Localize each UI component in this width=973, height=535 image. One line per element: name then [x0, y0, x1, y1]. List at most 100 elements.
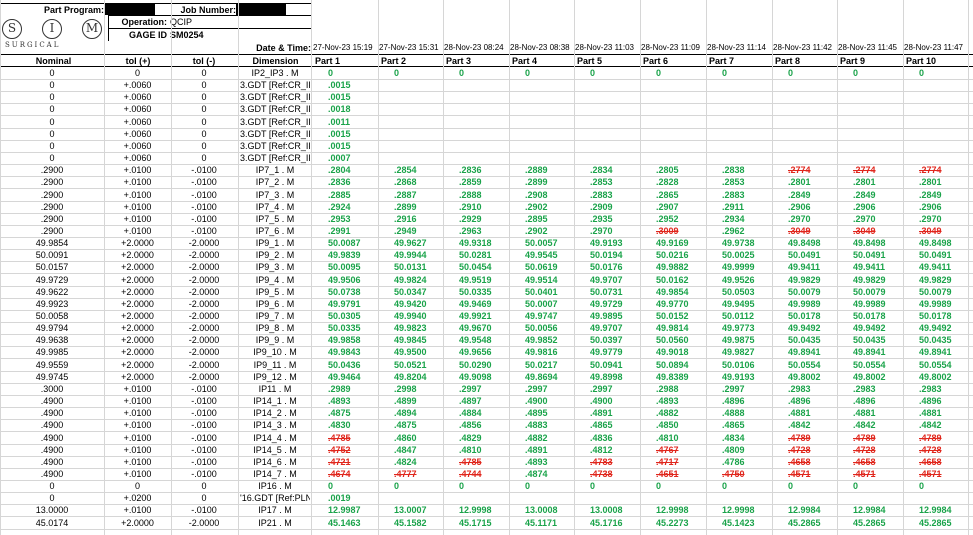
- measurement-cell[interactable]: .4674: [328, 469, 351, 479]
- measurement-cell[interactable]: .2988: [656, 384, 679, 394]
- measurement-cell[interactable]: 49.8941: [788, 347, 821, 357]
- nominal-cell[interactable]: 0: [49, 92, 55, 102]
- nominal-cell[interactable]: .3000: [40, 384, 64, 394]
- measurement-cell[interactable]: 50.0435: [919, 335, 952, 345]
- part-header[interactable]: Part 6: [643, 56, 669, 66]
- measurement-cell[interactable]: 49.9829: [788, 275, 821, 285]
- measurement-cell[interactable]: .2801: [919, 177, 942, 187]
- measurement-cell[interactable]: 49.9506: [328, 275, 361, 285]
- measurement-cell[interactable]: .4884: [459, 408, 482, 418]
- nominal-cell[interactable]: .2900: [40, 226, 64, 236]
- measurement-cell[interactable]: 50.0738: [328, 287, 361, 297]
- nominal-cell[interactable]: .2900: [40, 214, 64, 224]
- tol-minus-cell[interactable]: 0: [201, 104, 207, 114]
- measurement-cell[interactable]: 49.9852: [525, 335, 558, 345]
- measurement-cell[interactable]: .2970: [919, 214, 942, 224]
- tol-plus-cell[interactable]: +.0060: [123, 117, 152, 127]
- tol-plus-cell[interactable]: +.0060: [123, 141, 152, 151]
- tol-plus-cell[interactable]: +.0100: [123, 202, 152, 212]
- dimension-cell[interactable]: IP9_6 . M: [255, 299, 295, 309]
- date-time-cell[interactable]: 27-Nov-23 15:19: [313, 43, 373, 52]
- measurement-cell[interactable]: .2887: [394, 190, 417, 200]
- tol-plus-cell[interactable]: +.0060: [123, 129, 152, 139]
- tol-plus-cell[interactable]: +.0100: [123, 433, 152, 443]
- dimension-cell[interactable]: '16.GDT [Ref:PLN_: [240, 493, 310, 503]
- tol-plus-cell[interactable]: +.0100: [123, 396, 152, 406]
- tol-plus-cell[interactable]: +2.0000: [121, 335, 154, 345]
- measurement-cell[interactable]: .2906: [853, 202, 876, 212]
- measurement-cell[interactable]: 0: [394, 481, 400, 491]
- measurement-cell[interactable]: .2989: [328, 384, 351, 394]
- dimension-cell[interactable]: 3.GDT [Ref:CR_IP2_: [240, 80, 310, 90]
- measurement-cell[interactable]: .2949: [394, 226, 417, 236]
- nominal-cell[interactable]: 45.0174: [35, 518, 69, 528]
- measurement-cell[interactable]: 49.9193: [590, 238, 623, 248]
- measurement-cell[interactable]: 12.9998: [722, 505, 755, 515]
- tol-minus-cell[interactable]: -.0100: [191, 433, 217, 443]
- measurement-cell[interactable]: 50.0079: [788, 287, 821, 297]
- tol-plus-cell[interactable]: +2.0000: [121, 238, 154, 248]
- measurement-cell[interactable]: 50.0131: [394, 262, 427, 272]
- measurement-cell[interactable]: 49.9707: [590, 275, 623, 285]
- nominal-cell[interactable]: 0: [49, 481, 55, 491]
- tol-plus-cell[interactable]: +.0100: [123, 420, 152, 430]
- measurement-cell[interactable]: 49.9464: [328, 372, 361, 382]
- measurement-cell[interactable]: 49.9707: [590, 323, 623, 333]
- measurement-cell[interactable]: .2849: [788, 190, 811, 200]
- dimension-cell[interactable]: IP11 . M: [258, 384, 292, 394]
- tol-plus-cell[interactable]: +2.0000: [121, 518, 154, 528]
- measurement-cell[interactable]: 49.8941: [853, 347, 886, 357]
- measurement-cell[interactable]: .4860: [394, 433, 417, 443]
- measurement-cell[interactable]: 50.0176: [590, 262, 623, 272]
- measurement-cell[interactable]: 49.9469: [459, 299, 492, 309]
- date-time-cell[interactable]: 28-Nov-23 08:38: [510, 43, 570, 52]
- measurement-cell[interactable]: 50.0281: [459, 250, 492, 260]
- measurement-cell[interactable]: 50.0079: [853, 287, 886, 297]
- measurement-cell[interactable]: 50.0194: [590, 250, 623, 260]
- measurement-cell[interactable]: .4881: [919, 408, 942, 418]
- measurement-cell[interactable]: 45.1582: [394, 518, 427, 528]
- tol-minus-cell[interactable]: -2.0000: [188, 287, 220, 297]
- tol-minus-cell[interactable]: -.0100: [191, 469, 217, 479]
- measurement-cell[interactable]: 50.0554: [853, 360, 886, 370]
- measurement-cell[interactable]: .2962: [722, 226, 745, 236]
- measurement-cell[interactable]: .4789: [919, 433, 942, 443]
- tol-plus-cell[interactable]: +.0100: [123, 226, 152, 236]
- measurement-cell[interactable]: .2997: [722, 384, 745, 394]
- measurement-cell[interactable]: .4881: [853, 408, 876, 418]
- tol-minus-cell[interactable]: -.0100: [191, 202, 217, 212]
- tol-plus-cell[interactable]: +2.0000: [121, 262, 154, 272]
- measurement-cell[interactable]: 50.0401: [525, 287, 558, 297]
- measurement-cell[interactable]: .4786: [722, 457, 745, 467]
- measurement-cell[interactable]: 49.9018: [656, 347, 689, 357]
- measurement-cell[interactable]: 50.0106: [722, 360, 755, 370]
- measurement-cell[interactable]: 0: [525, 68, 531, 78]
- measurement-cell[interactable]: 13.0008: [525, 505, 558, 515]
- tol-minus-cell[interactable]: -2.0000: [188, 250, 220, 260]
- measurement-cell[interactable]: .2838: [722, 165, 745, 175]
- tol-plus-cell[interactable]: +2.0000: [121, 275, 154, 285]
- measurement-cell[interactable]: 49.9729: [590, 299, 623, 309]
- measurement-cell[interactable]: 49.9193: [722, 372, 755, 382]
- measurement-cell[interactable]: 49.9854: [656, 287, 689, 297]
- measurement-cell[interactable]: .2889: [525, 165, 548, 175]
- measurement-cell[interactable]: .4744: [459, 469, 482, 479]
- measurement-cell[interactable]: .4738: [590, 469, 613, 479]
- dimension-cell[interactable]: IP9_4 . M: [255, 275, 295, 285]
- tol-plus-cell[interactable]: +.0060: [123, 153, 152, 163]
- measurement-cell[interactable]: .2854: [394, 165, 417, 175]
- measurement-cell[interactable]: .2997: [525, 384, 548, 394]
- measurement-cell[interactable]: .2909: [590, 202, 613, 212]
- measurement-cell[interactable]: .4728: [853, 445, 876, 455]
- measurement-cell[interactable]: 50.0491: [853, 250, 886, 260]
- measurement-cell[interactable]: .2970: [590, 226, 613, 236]
- measurement-cell[interactable]: 50.0491: [788, 250, 821, 260]
- nominal-cell[interactable]: 49.9745: [35, 372, 69, 382]
- measurement-cell[interactable]: 50.0894: [656, 360, 689, 370]
- dimension-cell[interactable]: IP7_4 . M: [255, 202, 295, 212]
- measurement-cell[interactable]: .4896: [919, 396, 942, 406]
- measurement-cell[interactable]: .4896: [788, 396, 811, 406]
- measurement-cell[interactable]: 0: [722, 481, 728, 491]
- tol-minus-cell[interactable]: 0: [201, 493, 207, 503]
- measurement-cell[interactable]: .4894: [394, 408, 417, 418]
